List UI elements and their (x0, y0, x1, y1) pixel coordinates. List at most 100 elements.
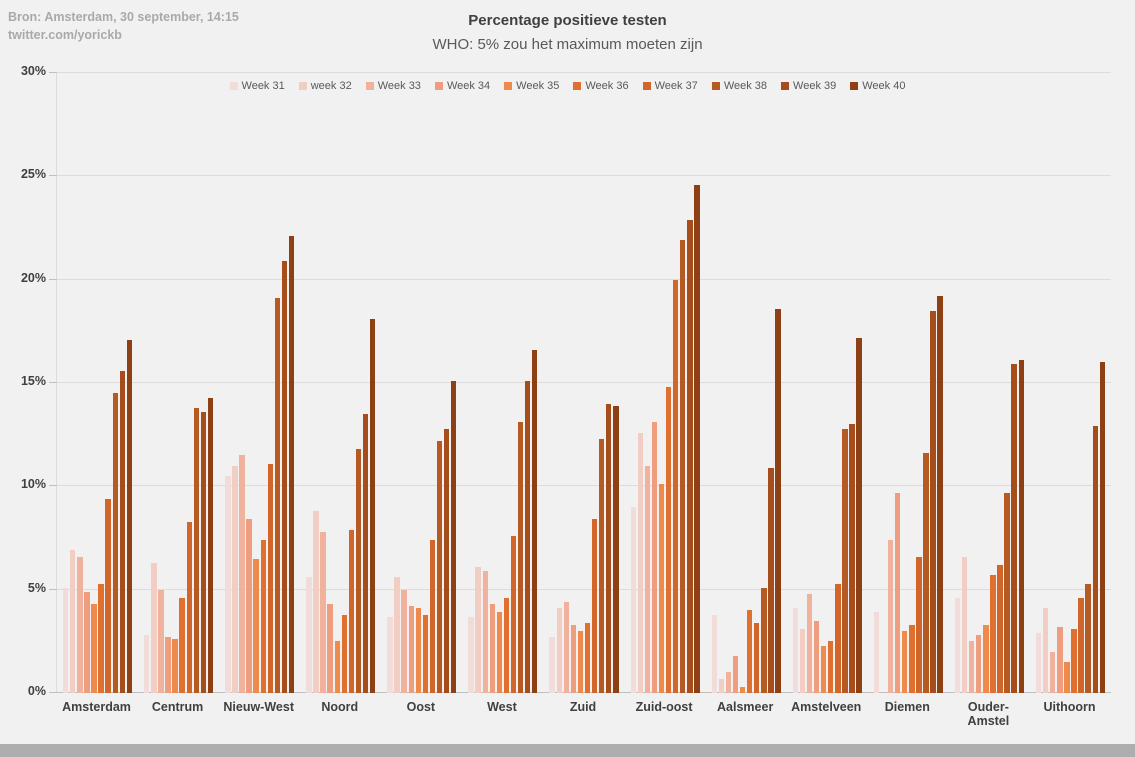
bar-week-38-centrum (193, 407, 199, 693)
legend-swatch-week-36 (573, 82, 582, 90)
bar-week-40-amstelveen (856, 337, 862, 693)
bar-week-37-diemen (916, 556, 922, 693)
bar-week-36-amsterdam (98, 583, 104, 693)
y-tick-label-10: 10% (20, 477, 46, 492)
bar-week-35-zuid-oost (658, 484, 665, 693)
bar-week-37-centrum (186, 521, 192, 693)
bar-week-39-diemen (930, 310, 936, 693)
legend-swatch-week-37 (642, 82, 651, 90)
bar-week-35-diemen (902, 631, 908, 693)
bar-week-33-diemen (887, 540, 894, 693)
gridline-15 (57, 382, 1111, 383)
y-tick-label-20: 20% (20, 270, 46, 285)
bar-week-32-aalsmeer (718, 678, 725, 693)
bar-week-34-amsterdam (84, 591, 90, 693)
bar-week-38-west (517, 422, 524, 693)
source-link: twitter.com/yorickb (8, 28, 122, 43)
legend-item-week-33: Week 33 (365, 80, 421, 92)
bar-week-35-west (496, 612, 503, 693)
bar-week-32-centrum (151, 562, 157, 693)
legend-item-week-34: Week 34 (434, 80, 491, 92)
y-tick-5 (49, 588, 57, 590)
bar-group-oost (381, 73, 462, 693)
legend-label-week-35: Week 35 (516, 80, 560, 92)
bar-week-34-west (489, 604, 495, 693)
bar-week-38-aalsmeer (761, 587, 767, 693)
bar-week-34-zuid (570, 624, 577, 693)
legend-item-week-31: Week 31 (229, 80, 285, 92)
chart-subtitle: WHO: 5% zou het maximum moeten zijn (432, 36, 703, 53)
bar-week-33-west (482, 571, 488, 693)
bar-week-34-uithoorn (1057, 626, 1063, 693)
bar-week-36-uithoorn (1071, 628, 1077, 693)
bar-week-32-ouder-amstel (961, 556, 968, 693)
x-axis-label-noord: Noord (321, 700, 359, 714)
plot-area (49, 72, 1111, 693)
x-axis-label-amstelveen: Amstelveen (791, 700, 862, 714)
bar-week-35-ouder-amstel (983, 624, 989, 693)
bar-week-37-zuid-oost (673, 279, 679, 693)
bar-week-31-zuid-oost (630, 507, 636, 693)
bar-week-35-amsterdam (91, 604, 97, 693)
source-line: Bron: Amsterdam, 30 september, 14:15 (8, 10, 239, 24)
bar-week-37-zuid (591, 519, 598, 693)
bar-week-37-oost (429, 540, 436, 693)
bar-week-39-centrum (200, 411, 207, 693)
y-tick-label-30: 30% (20, 64, 46, 78)
x-axis-label-aalsmeer: Aalsmeer (717, 700, 774, 714)
bar-group-ouder-amstel (949, 73, 1030, 693)
bar-week-34-diemen (895, 492, 901, 693)
bar-week-36-oost (422, 614, 429, 693)
bar-week-35-zuid (577, 631, 584, 693)
bar-week-33-aalsmeer (725, 672, 732, 693)
bar-group-diemen (868, 73, 949, 693)
bar-week-40-centrum (207, 397, 214, 693)
bar-week-39-uithoorn (1092, 426, 1098, 693)
bar-week-40-ouder-amstel (1018, 360, 1024, 693)
bar-week-32-nieuw-west (232, 465, 238, 693)
x-axis-label-amsterdam: Amsterdam (62, 700, 131, 714)
bar-group-nieuw-west (219, 73, 300, 693)
legend-label-week-32: week 32 (310, 80, 352, 92)
legend-swatch-week-32 (298, 82, 307, 90)
legend-swatch-week-31 (229, 82, 238, 90)
x-axis-labels: Amsterdam Centrum Nieuw-West Noord Oost West Z… (56, 700, 1110, 728)
gridline-5 (57, 588, 1111, 590)
bar-week-33-zuid-oost (644, 465, 651, 693)
bar-week-38-amsterdam (112, 393, 118, 693)
gridline-30 (57, 72, 1111, 73)
bar-week-35-nieuw-west (253, 558, 259, 693)
y-tick-0 (49, 692, 57, 693)
bar-week-36-aalsmeer (747, 610, 753, 693)
bar-week-35-oost (415, 608, 421, 693)
bar-week-38-amstelveen (842, 428, 848, 693)
bar-week-31-oost (387, 616, 393, 693)
bar-week-38-oost (436, 440, 443, 693)
bar-week-36-noord (341, 614, 347, 693)
bar-week-39-oost (443, 428, 450, 693)
bar-week-40-nieuw-west (288, 236, 295, 693)
bar-week-37-aalsmeer (754, 622, 760, 693)
bar-week-39-zuid (606, 403, 612, 693)
bar-week-32-zuid-oost (637, 432, 643, 693)
bar-week-36-nieuw-west (260, 540, 266, 693)
legend-label-week-40: Week 40 (862, 80, 906, 92)
bar-week-31-aalsmeer (711, 614, 717, 693)
bar-week-35-amstelveen (821, 645, 827, 693)
bar-week-33-nieuw-west (239, 455, 245, 693)
bar-group-uithoorn (1030, 73, 1111, 693)
x-axis-label-nieuw-west: Nieuw-West (223, 700, 294, 714)
gridline-25 (57, 175, 1111, 177)
legend-item-week-39: Week 39 (781, 80, 836, 92)
bar-group-zuid-oost (625, 73, 706, 693)
bar-group-amstelveen (787, 73, 868, 693)
bar-week-35-uithoorn (1064, 662, 1070, 693)
x-axis-label-zuid: Zuid (569, 700, 597, 714)
legend-label-week-34: Week 34 (446, 80, 491, 92)
x-axis-label-zuid-oost: Zuid-oost (635, 700, 693, 714)
y-tick-10 (49, 485, 57, 487)
bar-week-35-aalsmeer (739, 686, 746, 693)
bar-week-37-amstelveen (835, 583, 841, 693)
bar-week-40-zuid (613, 405, 619, 693)
